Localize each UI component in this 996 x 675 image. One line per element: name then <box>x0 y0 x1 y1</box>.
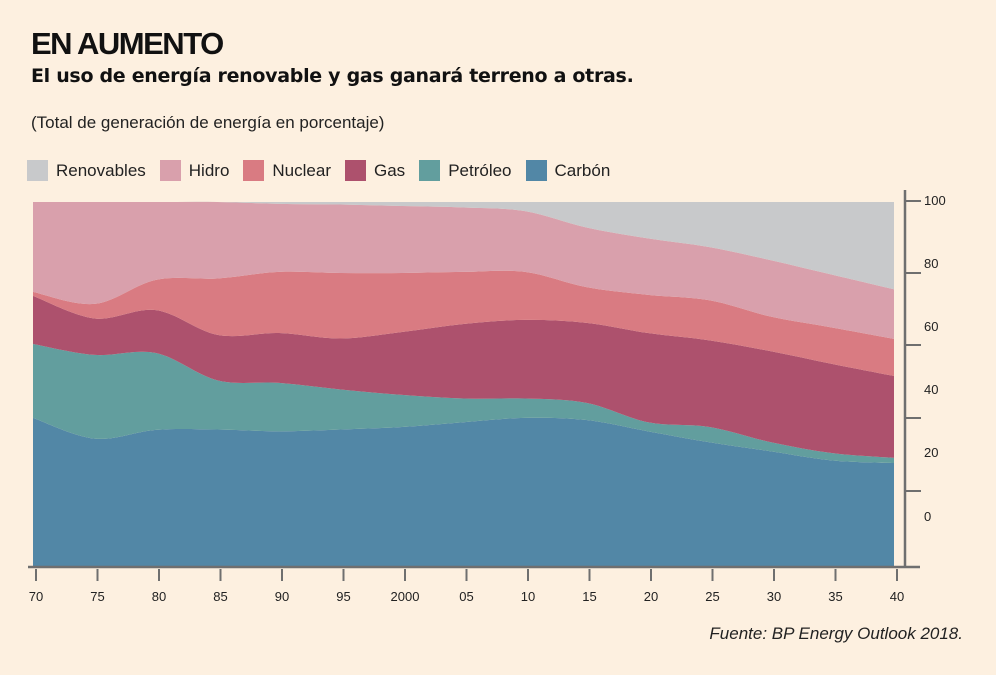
area-nuclear <box>33 270 894 376</box>
legend-swatch <box>27 160 48 181</box>
area-carbon <box>33 417 894 566</box>
legend: Renovables Hidro Nuclear Gas Petróleo Ca… <box>27 160 624 181</box>
legend-label: Hidro <box>188 160 230 180</box>
x-tick-label: 85 <box>213 589 227 604</box>
x-tick-label: 95 <box>336 589 350 604</box>
legend-item-gas: Gas <box>345 160 405 181</box>
x-tick-label: 35 <box>828 589 842 604</box>
area-petroleo <box>33 343 894 463</box>
y-tick-label: 40 <box>924 382 938 397</box>
legend-swatch <box>419 160 441 181</box>
y-tick-label: 100 <box>924 193 946 208</box>
x-tick-label: 10 <box>521 589 535 604</box>
legend-item-nuclear: Nuclear <box>243 160 331 181</box>
x-tick-label: 2000 <box>391 589 420 604</box>
x-tick-label: 90 <box>275 589 289 604</box>
chart-title: EN AUMENTO <box>31 26 224 61</box>
chart-subtitle: El uso de energía renovable y gas ganará… <box>31 65 634 87</box>
legend-item-petroleo: Petróleo <box>419 160 512 181</box>
legend-swatch <box>345 160 366 181</box>
area-renovables <box>33 201 894 290</box>
area-layers <box>33 201 894 566</box>
area-gas <box>33 295 894 458</box>
legend-label: Petróleo <box>448 160 512 180</box>
y-tick-label: 60 <box>924 319 938 334</box>
x-tick-label: 25 <box>705 589 719 604</box>
legend-swatch <box>525 160 547 181</box>
legend-item-hidro: Hidro <box>159 160 230 181</box>
legend-item-carbon: Carbón <box>525 160 611 181</box>
y-tick-label: 20 <box>924 445 938 460</box>
x-tick-label: 20 <box>644 589 658 604</box>
x-tick-label: 15 <box>582 589 596 604</box>
legend-label: Renovables <box>56 160 146 180</box>
legend-label: Nuclear <box>272 160 331 180</box>
y-tick-label: 0 <box>924 509 931 524</box>
x-tick-label: 75 <box>90 589 104 604</box>
legend-label: Gas <box>374 160 406 180</box>
legend-item-renovables: Renovables <box>27 160 146 181</box>
legend-swatch <box>243 160 265 181</box>
source-note: Fuente: BP Energy Outlook 2018. <box>709 624 963 643</box>
y-tick-label: 80 <box>924 256 938 271</box>
area-hidro <box>33 201 894 339</box>
axes: 70 75 80 85 90 95 2000 05 10 15 20 25 30 35 40 100 80 60 4… <box>28 190 946 604</box>
x-tick-label: 70 <box>29 589 43 604</box>
x-tick-label: 30 <box>767 589 781 604</box>
x-tick-label: 80 <box>152 589 166 604</box>
x-tick-label: 05 <box>459 589 473 604</box>
unit-note: (Total de generación de energía en porce… <box>31 113 385 132</box>
x-tick-label: 40 <box>890 589 904 604</box>
legend-label: Carbón <box>554 160 611 180</box>
legend-swatch <box>159 160 181 181</box>
